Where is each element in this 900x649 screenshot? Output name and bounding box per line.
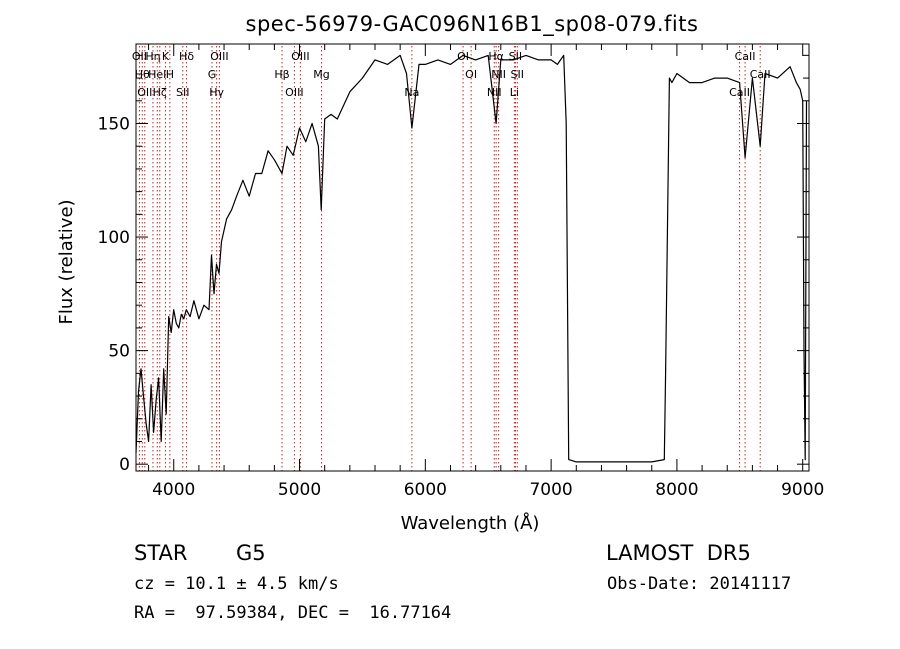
line-label: Mg xyxy=(313,68,329,81)
x-axis-label: Wavelength (Å) xyxy=(401,512,540,534)
line-label: Hα xyxy=(488,50,504,63)
y-tick-label: 0 xyxy=(119,455,130,475)
chart-title: spec-56979-GAC096N16B1_sp08-079.fits xyxy=(246,12,699,37)
y-tick-label: 150 xyxy=(98,114,130,134)
y-tick-label: 100 xyxy=(98,228,130,248)
spectral-line-markers xyxy=(138,46,761,471)
line-label: OI xyxy=(457,50,469,63)
line-label: CaII xyxy=(750,68,771,81)
line-label: OIII xyxy=(285,86,303,99)
y-tick-label: 50 xyxy=(108,342,130,362)
y-axis-ticks: 0 50 100 150 xyxy=(98,54,809,475)
line-label: NII xyxy=(491,68,506,81)
obs-date: Obs-Date: 20141117 xyxy=(607,574,792,594)
x-tick-label: 4000 xyxy=(152,480,195,500)
line-label: Na xyxy=(404,86,419,99)
plot-frame xyxy=(135,43,810,472)
y-axis-label: Flux (relative) xyxy=(56,199,77,324)
line-label: CaII xyxy=(729,86,750,99)
x-tick-label: 7000 xyxy=(529,480,572,500)
x-tick-label: 5000 xyxy=(278,480,321,500)
line-label: H xyxy=(166,68,174,81)
spectral-line-labels: OIIHθOIIHηHeIHζKHSIIHδGHγOIIIHβOIIIOIIIM… xyxy=(132,50,771,99)
line-label: Hη xyxy=(145,50,160,63)
line-label: NII xyxy=(487,86,502,99)
line-label: HeI xyxy=(148,68,166,81)
line-label: SII xyxy=(176,86,189,99)
x-axis-ticks: 4000 5000 6000 7000 8000 9000 xyxy=(148,44,824,500)
x-tick-label: 9000 xyxy=(781,480,824,500)
line-label: G xyxy=(208,68,217,81)
survey-name: LAMOST DR5 xyxy=(606,541,751,565)
x-tick-label: 6000 xyxy=(404,480,447,500)
spectral-subclass: G5 xyxy=(236,541,266,565)
line-label: Li xyxy=(510,86,519,99)
coordinates: RA = 97.59384, DEC = 16.77164 xyxy=(134,603,452,623)
x-tick-label: 8000 xyxy=(655,480,698,500)
line-label: Hγ xyxy=(209,86,224,99)
object-class: STAR xyxy=(134,541,188,565)
line-label: SII xyxy=(509,50,522,63)
line-label: CaII xyxy=(735,50,756,63)
line-label: OII xyxy=(137,86,152,99)
line-label: SII xyxy=(511,68,524,81)
redshift-text: cz = 10.1 ± 4.5 km/s xyxy=(134,574,339,594)
line-label: Hβ xyxy=(274,68,289,81)
line-label: OIII xyxy=(291,50,309,63)
line-label: Hζ xyxy=(153,86,167,99)
line-label: OI xyxy=(465,68,477,81)
line-label: K xyxy=(162,50,170,63)
line-label: Hδ xyxy=(179,50,194,63)
line-label: OIII xyxy=(210,50,228,63)
spectrum-line xyxy=(135,54,808,463)
